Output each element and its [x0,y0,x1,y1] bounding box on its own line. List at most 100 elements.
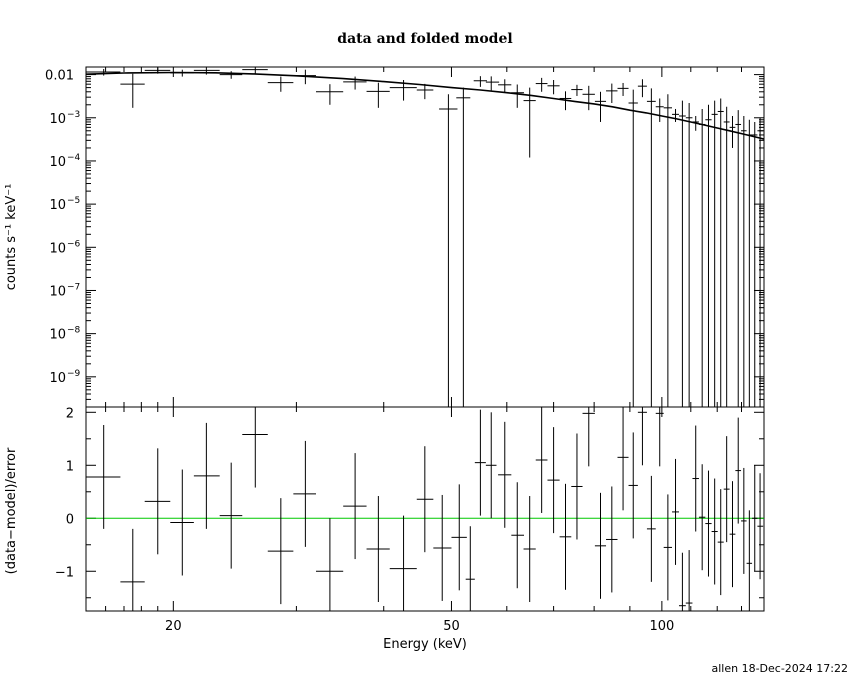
top-y-tick-label: 10 [49,155,66,170]
data-point [389,79,417,101]
top-y-tick-label: 10 [49,241,66,256]
residual-point [678,552,686,611]
top-y-tick-exponent: −3 [67,110,80,120]
top-data-points [86,67,764,407]
data-point [637,79,647,98]
data-point [757,117,764,407]
data-point [456,87,471,407]
folded-model-line [86,71,764,140]
residual-point [523,496,536,602]
data-point [606,83,618,103]
residual-point [547,427,560,534]
data-point [723,106,730,407]
data-point [735,110,742,407]
residual-points [86,407,764,611]
residual-point [705,470,712,577]
data-point [617,82,629,96]
data-point [498,79,512,93]
chart-title: data and folded model [337,31,512,47]
top-y-tick-label: 10 [49,284,66,299]
residual-point [343,453,367,560]
top-y-tick-label: 10 [49,198,66,213]
residual-point [474,409,486,516]
residual-point [535,407,548,513]
residual-point [663,494,673,601]
data-point [86,68,121,76]
residual-point [717,489,724,596]
residual-point [86,425,121,529]
bottom-y-tick-label: 1 [66,459,74,474]
residual-point [741,467,747,574]
top-y-tick-label: 10 [49,371,66,386]
bottom-panel: 20 50 100 −1 0 1 2 [55,406,765,634]
data-point [646,88,656,407]
data-point [678,100,686,407]
data-point [559,91,572,111]
residual-point [293,440,316,547]
top-y-tick-exponent: −4 [67,153,81,163]
data-point [366,82,390,108]
data-point [193,67,220,75]
data-point [170,69,194,77]
bottom-y-axis-label: (data−model)/error [4,447,19,574]
residual-point [267,498,294,605]
data-point [120,73,145,108]
residual-point [698,464,706,571]
residual-point [655,407,664,467]
data-point [416,83,434,100]
data-point [267,76,294,92]
residual-point [692,425,699,532]
data-point [547,79,560,95]
data-point [293,69,316,85]
x-axis-label: Energy (keV) [383,637,467,652]
residual-point [582,407,595,467]
x-tick-label: 50 [443,619,460,634]
data-point [692,115,699,131]
data-point [485,76,500,91]
residual-point [219,462,243,569]
residual-point [416,446,434,553]
residual-point [559,483,572,590]
bottom-plot-frame [85,406,765,612]
data-point [473,76,487,87]
data-point [439,94,458,407]
data-point [746,119,753,407]
data-point [672,108,679,122]
data-point [711,100,718,407]
residual-point [511,482,525,589]
residual-point [617,407,629,511]
residual-point [735,417,742,524]
x-tick-label: 20 [165,619,182,634]
top-y-axis-label: counts s⁻¹ keV⁻¹ [4,184,19,291]
residual-point [451,484,467,591]
data-point [242,67,268,74]
data-point [571,84,583,96]
top-y-tick-label: 0.01 [45,69,74,84]
residual-point [606,486,618,593]
top-y-tick-exponent: −7 [67,282,80,292]
residual-point [144,448,171,555]
residual-point [711,478,718,585]
data-point [144,67,171,74]
residual-point [729,481,736,588]
residual-point [465,526,475,611]
residual-point [723,436,730,543]
data-point [594,91,607,122]
bottom-y-tick-label: 0 [66,512,74,527]
top-plot-frame [85,66,765,408]
residual-point [485,412,497,519]
residual-point [646,475,656,582]
data-point [582,85,595,111]
residual-point [757,473,764,580]
residual-point [498,421,512,528]
residual-point [315,518,344,611]
data-point [729,115,736,148]
data-point [315,84,344,105]
data-point [752,121,758,407]
data-point [698,108,706,407]
data-point [535,77,548,92]
bottom-y-tick-label: 2 [66,406,74,421]
top-y-tick-exponent: −6 [67,239,81,249]
residual-point [389,515,417,611]
